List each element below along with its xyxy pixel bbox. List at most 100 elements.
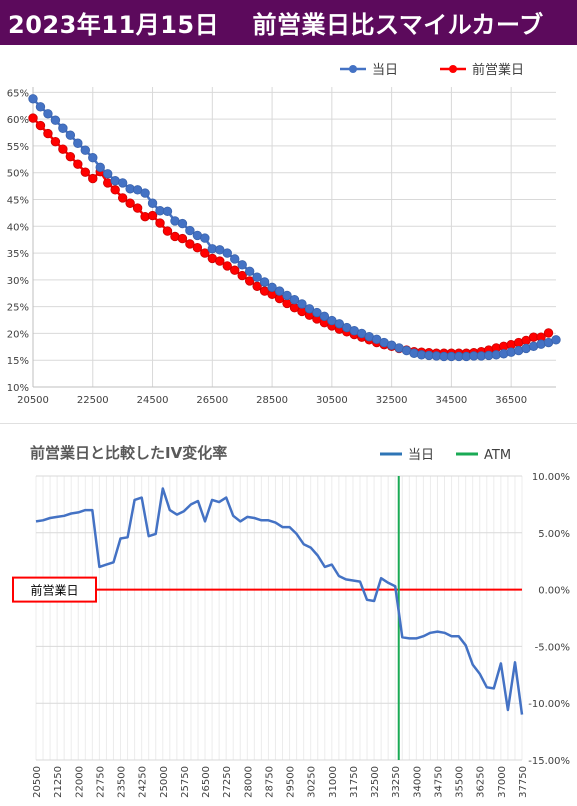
x-tick-label: 26500: [201, 766, 212, 798]
legend-label: 前営業日: [472, 62, 524, 78]
data-point: [133, 204, 142, 213]
x-tick-label: 22000: [74, 766, 85, 798]
y-tick-label: 40%: [7, 222, 29, 233]
data-point: [96, 163, 105, 172]
y-tick-label: 10%: [7, 383, 29, 394]
x-tick-label: 28750: [264, 766, 275, 798]
x-tick-label: 28500: [256, 395, 288, 406]
y-tick-label: 35%: [7, 249, 29, 260]
x-tick-label: 22750: [95, 766, 106, 798]
data-point: [148, 211, 157, 220]
data-point: [163, 207, 172, 216]
y-tick-label: 10.00%: [532, 472, 570, 483]
data-point: [260, 278, 269, 287]
data-point: [118, 194, 127, 203]
smile-curve-chart: 10%15%20%25%30%35%40%45%50%55%60%65%2050…: [0, 45, 577, 423]
x-tick-label: 34750: [434, 766, 445, 798]
x-tick-label: 20500: [32, 766, 43, 798]
data-point: [66, 152, 75, 161]
x-tick-label: 24250: [138, 766, 149, 798]
y-tick-label: 45%: [7, 196, 29, 207]
y-tick-label: -15.00%: [528, 756, 570, 767]
series-line-today: [36, 489, 522, 715]
x-tick-label: 32500: [376, 395, 408, 406]
x-tick-label: 27250: [222, 766, 233, 798]
y-tick-label: 5.00%: [538, 529, 570, 540]
data-point: [51, 116, 60, 125]
data-point: [29, 94, 38, 103]
data-point: [238, 261, 247, 270]
data-point: [66, 131, 75, 140]
x-tick-label: 24500: [137, 395, 169, 406]
data-point: [59, 124, 68, 133]
y-tick-label: 25%: [7, 303, 29, 314]
data-point: [178, 234, 187, 243]
x-tick-label: 21250: [53, 766, 64, 798]
data-point: [29, 114, 38, 123]
legend-marker: [449, 65, 457, 73]
y-tick-label: 30%: [7, 276, 29, 287]
y-tick-label: 60%: [7, 115, 29, 126]
data-point: [148, 199, 157, 208]
data-point: [88, 153, 97, 162]
data-point: [126, 199, 135, 208]
y-tick-label: 20%: [7, 329, 29, 340]
data-point: [103, 169, 112, 178]
data-point: [44, 109, 53, 118]
data-point: [88, 174, 97, 183]
data-point: [118, 179, 127, 188]
header-banner: 2023年11月15日 前営業日比スマイルカーブ: [0, 0, 577, 45]
data-point: [74, 139, 83, 148]
data-point: [74, 160, 83, 169]
x-tick-label: 31000: [328, 766, 339, 798]
data-point: [215, 257, 224, 266]
x-tick-label: 36250: [476, 766, 487, 798]
header-title: 2023年11月15日 前営業日比スマイルカーブ: [8, 5, 544, 40]
x-tick-label: 37000: [497, 766, 508, 798]
data-point: [44, 129, 53, 138]
x-tick-label: 23500: [117, 766, 128, 798]
data-point: [186, 226, 195, 235]
data-point: [156, 219, 165, 228]
series-line-today: [33, 99, 556, 357]
legend-marker: [349, 65, 357, 73]
data-point: [253, 273, 262, 282]
data-point: [178, 219, 187, 228]
y-tick-label: 55%: [7, 142, 29, 153]
y-tick-label: 15%: [7, 356, 29, 367]
data-point: [81, 168, 90, 177]
legend-label: ATM: [484, 448, 511, 463]
legend-label: 当日: [372, 63, 398, 78]
x-tick-label: 31750: [349, 766, 360, 798]
x-tick-label: 25750: [180, 766, 191, 798]
data-point: [36, 121, 45, 130]
x-tick-label: 30500: [316, 395, 348, 406]
x-tick-label: 28000: [243, 766, 254, 798]
x-tick-label: 26500: [196, 395, 228, 406]
x-tick-label: 35500: [455, 766, 466, 798]
baseline-label: 前営業日: [30, 583, 78, 598]
series-line-prev-day: [33, 118, 549, 353]
data-point: [552, 336, 561, 345]
data-point: [51, 137, 60, 146]
y-tick-label: 0.00%: [538, 586, 570, 597]
x-tick-label: 34000: [412, 766, 423, 798]
data-point: [298, 300, 307, 309]
data-point: [223, 249, 232, 258]
data-point: [230, 266, 239, 275]
data-point: [544, 329, 553, 338]
x-tick-label: 32500: [370, 766, 381, 798]
data-point: [81, 146, 90, 155]
x-tick-label: 36500: [495, 395, 527, 406]
x-tick-label: 29500: [286, 766, 297, 798]
data-point: [201, 234, 210, 243]
legend-label: 当日: [408, 448, 434, 463]
y-tick-label: 50%: [7, 169, 29, 180]
data-point: [111, 186, 120, 195]
x-tick-label: 22500: [77, 395, 109, 406]
data-point: [230, 255, 239, 264]
x-tick-label: 30250: [307, 766, 318, 798]
y-tick-label: 65%: [7, 88, 29, 99]
smile-curve-panel: 10%15%20%25%30%35%40%45%50%55%60%65%2050…: [0, 45, 577, 424]
